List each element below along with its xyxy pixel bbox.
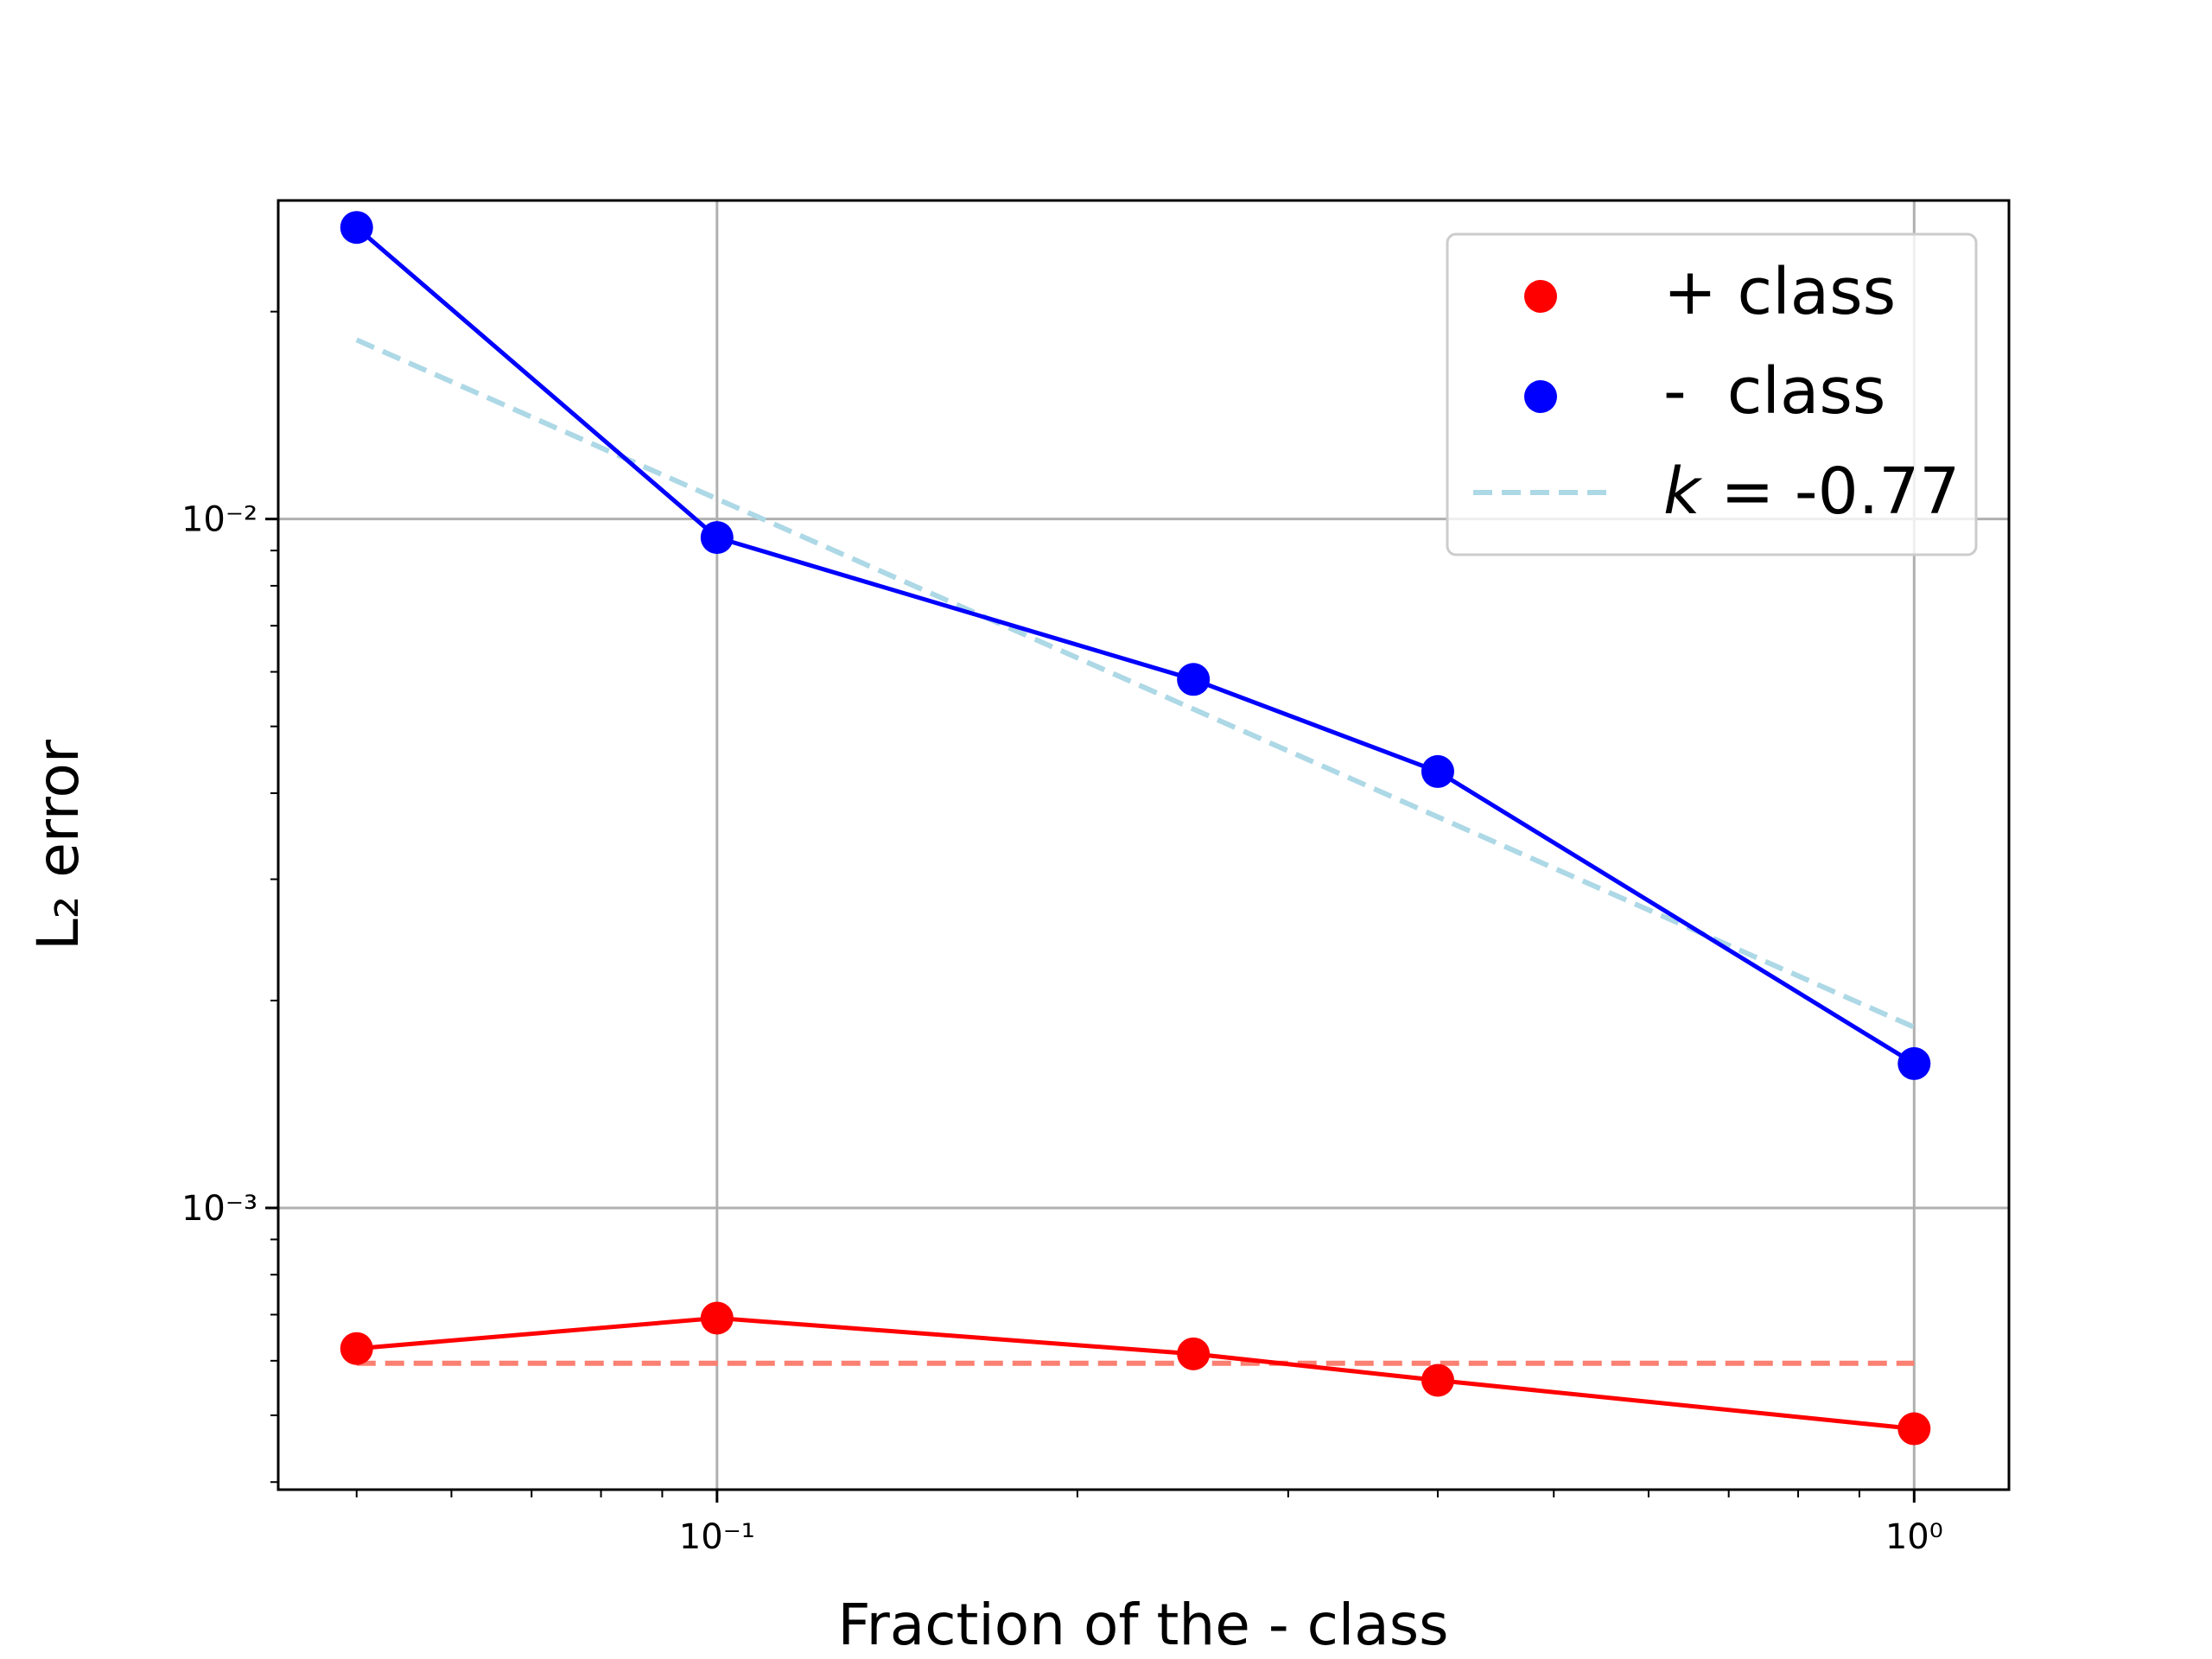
legend-box <box>1446 232 1978 556</box>
legend-label-fit: k = -0.77 <box>1663 454 1960 529</box>
data-point-0 <box>1177 1337 1211 1370</box>
legend-label-plus: + class <box>1663 255 1896 329</box>
legend-label-minus: - class <box>1663 354 1885 429</box>
y-axis-label: L₂ error <box>25 739 92 950</box>
legend-marker-minus <box>1524 380 1557 413</box>
plot-frame <box>276 199 2011 1491</box>
data-point-1 <box>1897 1046 1931 1080</box>
axis-ticks: 10⁻¹ 10⁰ 10⁻³ 10⁻² <box>181 310 1943 1557</box>
legend: + class - class k = -0.77 <box>1446 232 1978 556</box>
data-point-0 <box>340 1332 373 1365</box>
series-markers <box>340 211 1931 1446</box>
data-point-0 <box>700 1301 734 1335</box>
legend-k-symbol: k <box>1663 454 1703 529</box>
data-point-1 <box>340 211 373 245</box>
legend-equals: = <box>1700 454 1795 529</box>
legend-k-value: -0.77 <box>1795 454 1960 529</box>
data-point-1 <box>700 521 734 555</box>
reference-lines <box>355 337 1916 1366</box>
data-point-1 <box>1177 663 1211 696</box>
data-point-0 <box>1421 1363 1454 1397</box>
y-tick-label: 10⁻³ <box>181 1189 257 1229</box>
x-tick-label: 10⁻¹ <box>679 1517 755 1557</box>
y-tick-label: 10⁻² <box>181 500 257 540</box>
x-tick-label: 10⁰ <box>1885 1517 1943 1557</box>
legend-marker-plus <box>1524 280 1557 313</box>
x-axis-label: Fraction of the - class <box>838 1592 1449 1658</box>
data-point-1 <box>1421 754 1454 788</box>
data-point-0 <box>1897 1412 1931 1446</box>
